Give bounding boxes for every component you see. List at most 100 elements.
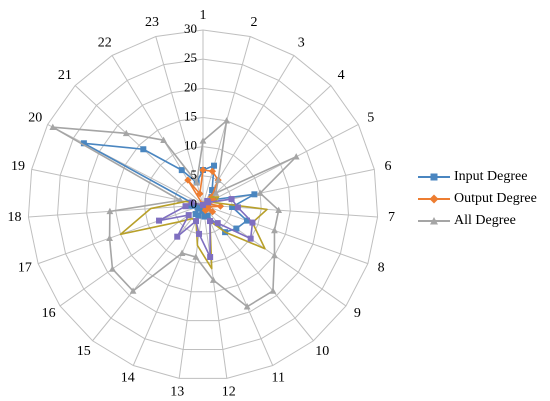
category-label-18: 18 [7,210,21,225]
grid-ring-5 [173,175,233,235]
series-line [51,119,298,308]
data-point [275,206,283,213]
data-point [251,191,258,198]
data-point [199,137,207,144]
category-label-23: 23 [145,15,159,30]
data-point [214,176,222,183]
data-point [49,123,57,130]
data-point [182,203,189,210]
radar-series [49,117,300,310]
r-tick-label-30: 30 [184,21,197,36]
data-point [194,203,201,210]
data-point [209,276,217,283]
data-point [188,199,195,206]
data-point [200,202,206,208]
data-point [156,217,163,224]
data-point [106,234,113,242]
data-point [185,212,192,219]
legend-item-output-degree: Output Degree [418,188,537,210]
series-all-degree [49,117,300,310]
category-label-22: 22 [98,36,112,51]
data-point [196,230,203,237]
category-label-8: 8 [378,261,385,276]
data-point [196,190,204,198]
data-point [243,303,251,310]
data-point [80,140,87,147]
data-point [208,208,217,216]
data-point [188,202,195,209]
data-point [247,235,254,242]
data-point [233,225,240,232]
category-label-17: 17 [18,261,32,276]
r-tick-label-15: 15 [184,108,197,123]
data-point [184,176,192,184]
category-label-2: 2 [250,15,257,30]
spoke-5 [202,124,359,206]
series-line [158,198,254,258]
data-point [201,206,209,214]
data-point [229,203,236,210]
data-point [122,129,130,137]
category-label-1: 1 [200,8,207,23]
data-point [106,207,114,215]
legend-label-input-degree: Input Degree [454,169,528,184]
legend-label-all-degree: All Degree [454,213,516,228]
category-label-21: 21 [58,68,72,83]
data-point [223,117,231,124]
data-point [205,199,212,206]
series-unlabeled-4 [156,196,256,261]
grid-ring-25 [57,58,349,350]
data-point [193,178,201,186]
spoke-20 [47,124,204,206]
data-point [269,287,277,294]
r-tick-label-25: 25 [184,50,197,65]
data-point [129,287,137,294]
data-point [214,220,221,227]
category-label-20: 20 [28,110,42,125]
category-label-16: 16 [42,306,56,321]
data-point [234,204,241,211]
category-label-11: 11 [272,371,285,386]
data-point [174,233,181,240]
data-point [209,187,216,194]
data-point [201,213,208,220]
spoke-8 [202,204,369,265]
data-point [211,162,218,169]
data-point [207,254,214,261]
spoke-11 [202,204,274,366]
spoke-21 [74,85,204,206]
data-point [243,217,250,224]
legend-marker-diamond-icon [418,194,450,204]
grid-ring-15 [115,116,291,293]
data-point [271,251,278,259]
category-label-3: 3 [298,36,305,51]
category-label-19: 19 [11,159,25,174]
data-point [228,196,235,203]
data-point [140,146,147,153]
data-point [212,189,220,196]
data-point [249,219,256,226]
data-point [178,167,185,174]
data-point [206,218,213,225]
data-point [256,189,264,196]
category-label-15: 15 [77,344,91,359]
category-label-5: 5 [367,110,374,125]
data-point [199,166,207,174]
data-point [271,226,278,234]
category-label-9: 9 [354,306,361,321]
category-label-7: 7 [388,210,395,225]
spoke-4 [202,85,332,206]
legend: Input Degree Output Degree All Degree [418,166,537,232]
legend-item-input-degree: Input Degree [418,166,537,188]
legend-marker-square-icon [418,173,450,181]
data-point [109,265,116,272]
r-tick-label-5: 5 [191,167,198,182]
category-label-12: 12 [222,384,236,399]
spoke-15 [92,204,204,342]
category-label-10: 10 [315,344,329,359]
legend-label-output-degree: Output Degree [454,191,537,206]
r-tick-label-20: 20 [184,79,197,94]
category-label-14: 14 [121,371,135,386]
data-point [192,211,199,218]
